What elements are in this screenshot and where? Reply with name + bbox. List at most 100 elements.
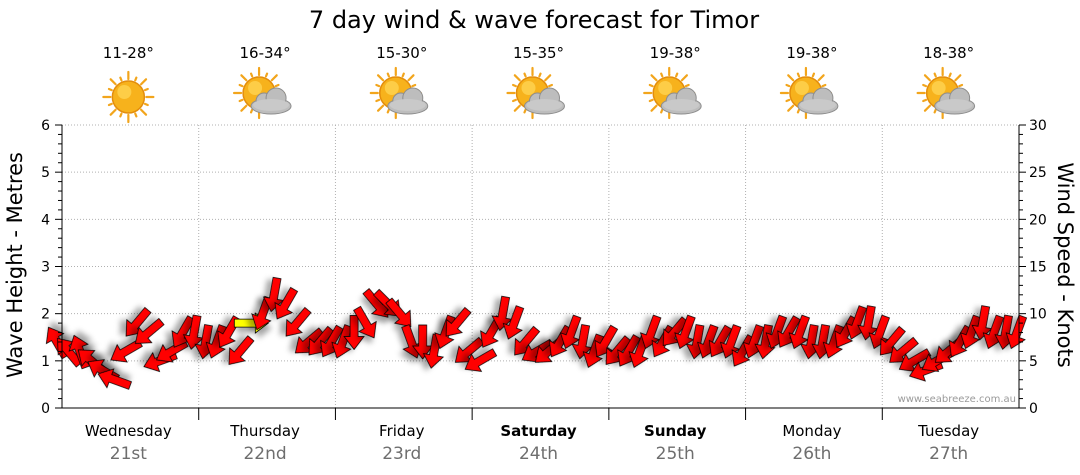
cloud-fill: [663, 99, 700, 111]
sun-cloud-icon: [232, 66, 292, 120]
sun-ray: [407, 74, 415, 82]
day-date-label: 25th: [656, 444, 695, 464]
wind-arrow: [971, 305, 993, 341]
sun-ray: [922, 83, 928, 88]
sun-ray: [249, 72, 254, 78]
left-axis-title: Wave Height - Metres: [3, 152, 27, 378]
cloud-shape: [524, 87, 565, 115]
wind-arrow: [898, 348, 932, 372]
day-temp-range: 18-38°: [923, 44, 974, 62]
wind-arrow-shape: [674, 314, 696, 350]
sun-ray: [923, 104, 932, 112]
left-tick-label: 3: [41, 260, 50, 276]
sun-ray: [648, 98, 654, 103]
sun-ray: [954, 74, 962, 82]
wind-arrow: [959, 314, 982, 350]
left-tick-label: 6: [41, 118, 50, 134]
right-tick-label: 10: [1029, 307, 1047, 323]
sun-ray: [377, 104, 385, 112]
wind-arrow-shape: [331, 324, 353, 359]
chart-title: 7 day wind & wave forecast for Timor: [309, 6, 759, 34]
weather-header: 11-28° 16-34° 15-30° 15-35° 19-38° 19-38° 18-3…: [102, 44, 976, 124]
wind-arrow: [548, 324, 573, 358]
wind-arrow: [97, 368, 132, 390]
sun-highlight: [931, 81, 946, 95]
day-temp-range: 19-38°: [650, 44, 701, 62]
wind-arrow: [331, 324, 353, 359]
sun-cloud-icon: [643, 66, 702, 120]
cloud-shape: [660, 87, 702, 115]
sun-ray: [680, 74, 688, 82]
wind-arrow: [353, 305, 377, 339]
cloud-fill: [389, 99, 426, 111]
sun-ray: [660, 108, 664, 114]
cloud-fill: [526, 99, 563, 111]
day-date-label: 27th: [929, 444, 968, 464]
wind-arrow-shape: [571, 324, 593, 360]
sun-ray: [933, 72, 937, 78]
day-name-label: Tuesday: [917, 422, 979, 440]
wind-arrow-shape: [464, 348, 498, 372]
right-tick-label: 5: [1029, 354, 1038, 370]
sun-ray: [796, 72, 801, 78]
sun-ray: [923, 74, 932, 82]
sun-ray: [785, 83, 791, 88]
day-name-label: Sunday: [644, 422, 707, 440]
wind-arrow: [285, 306, 312, 337]
day-temp-range: 19-38°: [786, 44, 837, 62]
sun-ray: [650, 104, 658, 112]
sun-ray: [119, 76, 123, 82]
wind-arrow-shape: [262, 276, 285, 313]
sun-ray: [785, 98, 791, 103]
sun-ray: [511, 83, 517, 88]
wind-arrow-shape: [719, 324, 742, 359]
sun-ray: [523, 108, 527, 114]
sun-ray: [107, 87, 113, 92]
sun-ray: [544, 74, 552, 82]
cloud-fill: [799, 99, 836, 111]
wind-arrow: [171, 315, 196, 348]
wind-arrow-shape: [889, 336, 919, 363]
sun-ray: [386, 72, 390, 78]
left-tick-label: 5: [41, 165, 50, 181]
wind-arrow: [491, 295, 513, 332]
wind-arrow-shape: [559, 314, 582, 350]
wind-arrow: [719, 324, 742, 359]
wind-arrow-shape: [502, 305, 525, 340]
sun-ray: [139, 108, 148, 116]
wind-arrow-shape: [445, 306, 472, 337]
wind-arrow-shape: [948, 324, 973, 358]
day-name-label: Saturday: [500, 422, 577, 440]
sun-ray: [238, 98, 244, 103]
sun-ray: [675, 72, 679, 78]
wind-arrow-shape: [134, 317, 165, 344]
sun-ray: [143, 87, 149, 92]
wind-arrow-shape: [959, 314, 982, 350]
wind-arrow-shape: [343, 315, 365, 351]
sun-ray: [377, 74, 385, 82]
wind-arrow: [228, 335, 255, 365]
sun-ray: [107, 102, 113, 107]
sun-ray: [411, 83, 417, 88]
day-temp-range: 16-34°: [240, 44, 291, 62]
wind-arrow: [262, 276, 285, 313]
sun-ray: [787, 104, 795, 112]
sun-ray: [648, 83, 654, 88]
wind-arrow-shape: [898, 348, 932, 372]
day-date-label: 26th: [792, 444, 831, 464]
sun-ray: [134, 76, 138, 82]
right-tick-label: 25: [1029, 165, 1047, 181]
day-name-label: Friday: [379, 422, 425, 440]
sun-ray: [134, 112, 138, 118]
grid: [62, 124, 1019, 408]
wind-arrow: [134, 317, 165, 344]
sun-ray: [817, 74, 825, 82]
day-temp-range: 15-35°: [513, 44, 564, 62]
credit-text: www.seabreeze.com.au: [898, 394, 1016, 405]
wind-arrow: [464, 348, 498, 372]
wind-arrow-shape: [454, 336, 485, 363]
sun-ray: [240, 74, 248, 82]
sun-ray: [386, 108, 390, 114]
cloud-fill: [936, 99, 973, 111]
